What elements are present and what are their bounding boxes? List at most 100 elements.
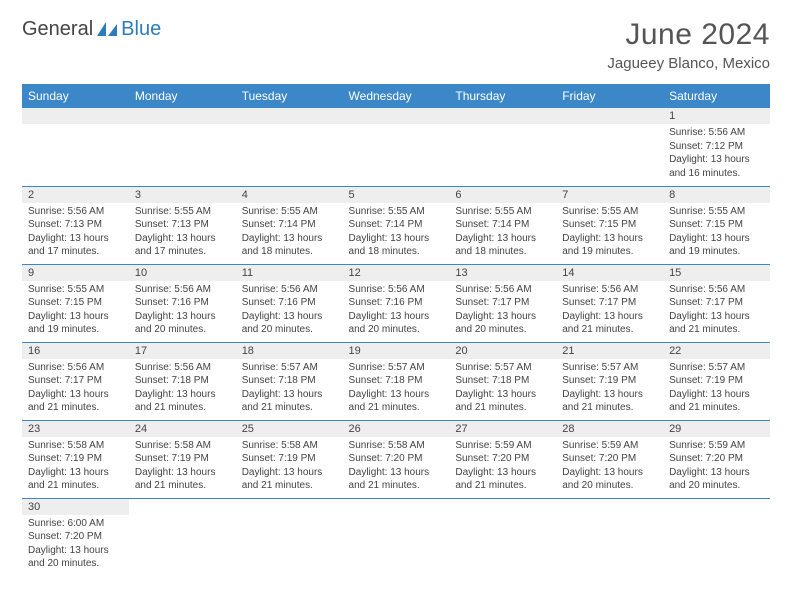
day-number-empty xyxy=(449,108,556,124)
day-number: 23 xyxy=(22,421,129,437)
day-number: 11 xyxy=(236,265,343,281)
day-details: Sunrise: 5:55 AMSunset: 7:14 PMDaylight:… xyxy=(236,203,343,263)
day-details: Sunrise: 5:57 AMSunset: 7:18 PMDaylight:… xyxy=(343,359,450,419)
day-number: 7 xyxy=(556,187,663,203)
logo-sail-icon xyxy=(97,22,119,36)
day-details: Sunrise: 5:55 AMSunset: 7:14 PMDaylight:… xyxy=(449,203,556,263)
calendar-cell xyxy=(129,108,236,186)
calendar-cell: 3Sunrise: 5:55 AMSunset: 7:13 PMDaylight… xyxy=(129,186,236,264)
calendar-cell: 21Sunrise: 5:57 AMSunset: 7:19 PMDayligh… xyxy=(556,342,663,420)
calendar-cell: 14Sunrise: 5:56 AMSunset: 7:17 PMDayligh… xyxy=(556,264,663,342)
day-number: 2 xyxy=(22,187,129,203)
day-details: Sunrise: 5:57 AMSunset: 7:19 PMDaylight:… xyxy=(663,359,770,419)
day-number: 22 xyxy=(663,343,770,359)
calendar-week-row: 1Sunrise: 5:56 AMSunset: 7:12 PMDaylight… xyxy=(22,108,770,186)
calendar-cell: 30Sunrise: 6:00 AMSunset: 7:20 PMDayligh… xyxy=(22,498,129,576)
calendar-week-row: 30Sunrise: 6:00 AMSunset: 7:20 PMDayligh… xyxy=(22,498,770,576)
day-number: 13 xyxy=(449,265,556,281)
day-number: 29 xyxy=(663,421,770,437)
calendar-cell: 6Sunrise: 5:55 AMSunset: 7:14 PMDaylight… xyxy=(449,186,556,264)
month-title: June 2024 xyxy=(607,18,770,52)
day-number: 1 xyxy=(663,108,770,124)
day-number: 16 xyxy=(22,343,129,359)
calendar-cell: 2Sunrise: 5:56 AMSunset: 7:13 PMDaylight… xyxy=(22,186,129,264)
day-details: Sunrise: 5:55 AMSunset: 7:15 PMDaylight:… xyxy=(556,203,663,263)
calendar-cell: 24Sunrise: 5:58 AMSunset: 7:19 PMDayligh… xyxy=(129,420,236,498)
calendar-week-row: 16Sunrise: 5:56 AMSunset: 7:17 PMDayligh… xyxy=(22,342,770,420)
calendar-cell xyxy=(236,108,343,186)
day-number: 8 xyxy=(663,187,770,203)
day-details: Sunrise: 5:55 AMSunset: 7:15 PMDaylight:… xyxy=(22,281,129,341)
calendar-cell xyxy=(343,108,450,186)
day-number-empty xyxy=(129,108,236,124)
calendar-cell: 20Sunrise: 5:57 AMSunset: 7:18 PMDayligh… xyxy=(449,342,556,420)
day-number: 15 xyxy=(663,265,770,281)
col-sunday: Sunday xyxy=(22,84,129,108)
day-details: Sunrise: 5:55 AMSunset: 7:14 PMDaylight:… xyxy=(343,203,450,263)
day-number: 6 xyxy=(449,187,556,203)
day-number: 18 xyxy=(236,343,343,359)
day-details: Sunrise: 5:56 AMSunset: 7:17 PMDaylight:… xyxy=(663,281,770,341)
calendar-cell xyxy=(449,498,556,576)
calendar-week-row: 9Sunrise: 5:55 AMSunset: 7:15 PMDaylight… xyxy=(22,264,770,342)
calendar-cell: 17Sunrise: 5:56 AMSunset: 7:18 PMDayligh… xyxy=(129,342,236,420)
calendar-cell xyxy=(663,498,770,576)
calendar-cell xyxy=(22,108,129,186)
day-details: Sunrise: 5:56 AMSunset: 7:17 PMDaylight:… xyxy=(556,281,663,341)
title-block: June 2024 Jagueey Blanco, Mexico xyxy=(607,18,770,72)
day-details: Sunrise: 5:59 AMSunset: 7:20 PMDaylight:… xyxy=(449,437,556,497)
day-details: Sunrise: 5:58 AMSunset: 7:19 PMDaylight:… xyxy=(22,437,129,497)
calendar-cell xyxy=(129,498,236,576)
logo: General Blue xyxy=(22,18,161,41)
calendar-cell: 25Sunrise: 5:58 AMSunset: 7:19 PMDayligh… xyxy=(236,420,343,498)
day-details: Sunrise: 5:56 AMSunset: 7:16 PMDaylight:… xyxy=(129,281,236,341)
day-details: Sunrise: 5:57 AMSunset: 7:18 PMDaylight:… xyxy=(449,359,556,419)
logo-text-blue: Blue xyxy=(121,18,161,41)
calendar-cell: 16Sunrise: 5:56 AMSunset: 7:17 PMDayligh… xyxy=(22,342,129,420)
day-details: Sunrise: 5:56 AMSunset: 7:16 PMDaylight:… xyxy=(236,281,343,341)
location: Jagueey Blanco, Mexico xyxy=(607,55,770,72)
calendar-cell: 1Sunrise: 5:56 AMSunset: 7:12 PMDaylight… xyxy=(663,108,770,186)
day-details: Sunrise: 5:58 AMSunset: 7:19 PMDaylight:… xyxy=(236,437,343,497)
col-tuesday: Tuesday xyxy=(236,84,343,108)
day-number: 20 xyxy=(449,343,556,359)
calendar-cell: 18Sunrise: 5:57 AMSunset: 7:18 PMDayligh… xyxy=(236,342,343,420)
day-details: Sunrise: 5:59 AMSunset: 7:20 PMDaylight:… xyxy=(556,437,663,497)
calendar-cell: 15Sunrise: 5:56 AMSunset: 7:17 PMDayligh… xyxy=(663,264,770,342)
day-details: Sunrise: 5:56 AMSunset: 7:17 PMDaylight:… xyxy=(22,359,129,419)
calendar-cell: 19Sunrise: 5:57 AMSunset: 7:18 PMDayligh… xyxy=(343,342,450,420)
day-details: Sunrise: 5:55 AMSunset: 7:13 PMDaylight:… xyxy=(129,203,236,263)
day-number: 19 xyxy=(343,343,450,359)
day-number: 12 xyxy=(343,265,450,281)
calendar-cell: 4Sunrise: 5:55 AMSunset: 7:14 PMDaylight… xyxy=(236,186,343,264)
calendar-cell: 23Sunrise: 5:58 AMSunset: 7:19 PMDayligh… xyxy=(22,420,129,498)
day-details: Sunrise: 5:56 AMSunset: 7:18 PMDaylight:… xyxy=(129,359,236,419)
calendar-table: Sunday Monday Tuesday Wednesday Thursday… xyxy=(22,84,770,576)
calendar-cell xyxy=(343,498,450,576)
day-details: Sunrise: 5:56 AMSunset: 7:13 PMDaylight:… xyxy=(22,203,129,263)
day-number-empty xyxy=(22,108,129,124)
day-details: Sunrise: 6:00 AMSunset: 7:20 PMDaylight:… xyxy=(22,515,129,575)
col-saturday: Saturday xyxy=(663,84,770,108)
day-number: 4 xyxy=(236,187,343,203)
day-details: Sunrise: 5:58 AMSunset: 7:19 PMDaylight:… xyxy=(129,437,236,497)
day-number: 24 xyxy=(129,421,236,437)
day-number: 3 xyxy=(129,187,236,203)
calendar-cell xyxy=(449,108,556,186)
day-number-empty xyxy=(556,108,663,124)
calendar-cell: 29Sunrise: 5:59 AMSunset: 7:20 PMDayligh… xyxy=(663,420,770,498)
col-thursday: Thursday xyxy=(449,84,556,108)
weekday-header-row: Sunday Monday Tuesday Wednesday Thursday… xyxy=(22,84,770,108)
calendar-cell: 9Sunrise: 5:55 AMSunset: 7:15 PMDaylight… xyxy=(22,264,129,342)
day-number: 5 xyxy=(343,187,450,203)
day-details: Sunrise: 5:56 AMSunset: 7:16 PMDaylight:… xyxy=(343,281,450,341)
day-number: 28 xyxy=(556,421,663,437)
calendar-cell: 13Sunrise: 5:56 AMSunset: 7:17 PMDayligh… xyxy=(449,264,556,342)
day-number: 21 xyxy=(556,343,663,359)
day-number-empty xyxy=(343,108,450,124)
calendar-cell: 27Sunrise: 5:59 AMSunset: 7:20 PMDayligh… xyxy=(449,420,556,498)
header: General Blue June 2024 Jagueey Blanco, M… xyxy=(22,18,770,72)
calendar-cell: 11Sunrise: 5:56 AMSunset: 7:16 PMDayligh… xyxy=(236,264,343,342)
calendar-cell: 8Sunrise: 5:55 AMSunset: 7:15 PMDaylight… xyxy=(663,186,770,264)
calendar-week-row: 2Sunrise: 5:56 AMSunset: 7:13 PMDaylight… xyxy=(22,186,770,264)
